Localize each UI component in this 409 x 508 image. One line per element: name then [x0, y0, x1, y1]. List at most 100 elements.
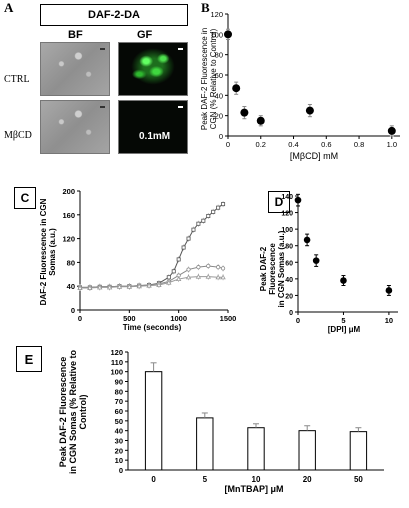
chart-c-point: [216, 265, 221, 270]
chart-e-bar: [196, 417, 214, 471]
chart-c-point: [201, 218, 206, 223]
chart-c-point: [77, 285, 83, 290]
chart-c-point: [87, 285, 92, 290]
chart-c-point: [181, 245, 186, 250]
chart-c-point: [78, 285, 83, 290]
chart-c-point: [191, 227, 196, 232]
chart-b-point: [240, 108, 249, 117]
chart-e-bar: [298, 430, 316, 471]
chart-c-point: [156, 281, 161, 286]
chart-c-point: [97, 284, 102, 289]
chart-c-point: [220, 266, 226, 271]
row-label-mbcd: MβCD: [4, 130, 32, 141]
chart-d-point: [294, 196, 302, 204]
chart-b-y-tick-label: 100: [210, 30, 223, 39]
chart-c-point: [166, 275, 171, 280]
chart-b-y-tick-label: 120: [210, 10, 223, 19]
chart-b-y-tick-label: 0: [219, 132, 223, 141]
chart-c-ylabel-line2: Somas (a.u.): [48, 228, 57, 276]
panel-d-letter: D: [274, 195, 284, 209]
chart-e-y-tick-label: 110: [111, 358, 123, 367]
chart-c-point: [215, 274, 221, 280]
chart-c-point: [166, 279, 171, 284]
chart-e-category-label: 0: [151, 475, 156, 484]
chart-b-point: [256, 116, 265, 125]
chart-d-ylabel-line2: Fluorescence: [268, 243, 277, 295]
chart-c-series-line: [80, 265, 224, 288]
chart-c-point: [186, 236, 191, 241]
chart-b-x-tick-label: 0.8: [354, 140, 364, 149]
chart-e-y-tick-label: 60: [115, 407, 123, 416]
panel-a-letter: A: [4, 0, 14, 15]
chart-c-point: [127, 284, 132, 289]
chart-b-x-tick-label: 0: [226, 140, 230, 149]
chart-c-point: [216, 205, 221, 210]
chart-c-x-tick-label: 500: [123, 314, 136, 323]
chart-d-point: [340, 277, 347, 284]
chart-d-point: [303, 236, 311, 244]
chart-c-xlabel: Time (seconds): [123, 323, 182, 332]
chart-e-y-tick-label: 0: [119, 466, 123, 475]
chart-c-point: [116, 283, 123, 289]
chart-c-point: [195, 273, 202, 279]
chart-c-point: [146, 282, 152, 288]
chart-d-y-tick-label: 80: [285, 244, 293, 251]
chart-e-ylabel-line2: in CGN Somas (% Relative to: [68, 349, 78, 474]
chart-c-point: [137, 283, 142, 288]
chart-e-y-tick-label: 100: [110, 368, 123, 377]
chart-c-y-tick-label: 120: [62, 235, 75, 244]
chart-e-y-tick-label: 40: [115, 427, 123, 436]
chart-c-x-tick-label: 0: [78, 314, 82, 323]
panel-b-letter: B: [201, 0, 210, 15]
chart-c-point: [196, 265, 201, 270]
chart-c-point: [186, 267, 191, 272]
chart-e-y-tick-label: 50: [115, 417, 123, 426]
chart-c-point: [176, 257, 181, 262]
chart-b-x-tick-label: 0.4: [288, 140, 298, 149]
chart-b-point: [387, 126, 396, 135]
chart-e-y-tick-label: 80: [115, 387, 123, 396]
chart-b-point: [305, 106, 314, 115]
chart-c-point: [156, 282, 162, 288]
chart-e-y-tick-label: 120: [110, 348, 123, 357]
chart-c-point: [97, 284, 102, 289]
chart-d-point: [312, 257, 320, 264]
chart-c-point: [166, 279, 172, 285]
chart-c-point: [206, 213, 211, 218]
chart-c-series-line: [80, 276, 224, 289]
panel-e-letter-box: E: [16, 346, 42, 372]
panel-d-letter-box: D: [268, 191, 290, 213]
chart-e-ylabel-line3: Control): [78, 395, 88, 430]
chart-c-point: [126, 283, 133, 289]
chart-d-ylabel-line1: Peak DAF-2: [259, 246, 268, 291]
chart-b-y-tick-label: 20: [215, 112, 223, 121]
chart-d-x-tick-label: 10: [385, 316, 393, 325]
row-label-ctrl: CTRL: [4, 74, 30, 85]
chart-c-y-tick-label: 80: [67, 258, 75, 267]
chart-d-y-tick-label: 40: [285, 277, 293, 284]
chart-d-y-tick-label: 60: [285, 260, 293, 267]
column-label-bf: BF: [68, 29, 83, 41]
chart-b-x-tick-label: 0.6: [321, 140, 331, 149]
chart-d-y-tick-label: 20: [285, 293, 293, 300]
chart-c-point: [175, 276, 182, 282]
chart-e-y-tick-label: 90: [115, 378, 123, 387]
gf-mbcd-micrograph: 0.1mM: [118, 100, 188, 154]
chart-c-point: [221, 202, 226, 207]
chart-d-ylabel-line3: in CGN Somas (a.u.): [277, 230, 286, 307]
chart-e-category-label: 50: [354, 475, 363, 484]
chart-c-ylabel-line1: DAF-2 Fluorescence in CGN: [39, 198, 48, 305]
chart-b-point: [224, 30, 232, 39]
chart-c-x-tick-label: 1000: [170, 314, 187, 323]
chart-c-point: [77, 285, 83, 290]
chart-c-y-tick-label: 200: [62, 187, 75, 196]
chart-d-y-tick-label: 0: [289, 310, 293, 317]
chart-e-category-label: 20: [303, 475, 312, 484]
chart-b-x-tick-label: 1.0: [387, 140, 397, 149]
chart-c-point: [117, 284, 122, 289]
gf-ctrl-micrograph: [118, 42, 188, 96]
bf-mbcd-micrograph: [40, 100, 110, 154]
chart-c-x-tick-label: 1500: [220, 314, 237, 323]
chart-d-x-tick-label: 0: [296, 316, 300, 325]
panel-a-title: DAF-2-DA: [88, 9, 140, 21]
